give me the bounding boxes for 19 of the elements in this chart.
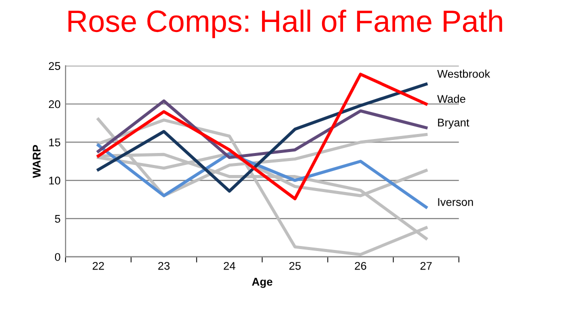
y-tick-label: 10: [49, 176, 60, 185]
x-tick-label: 25: [289, 262, 301, 270]
y-tick-label: 20: [48, 100, 60, 108]
x-tick-label: 24: [224, 262, 236, 270]
y-tick-label: 0: [54, 253, 60, 261]
x-tick-label: 23: [158, 262, 170, 270]
x-tick-label: 27: [420, 262, 432, 270]
chart-title: Rose Comps: Hall of Fame Path: [68, 10, 502, 38]
series-label: Wade: [437, 94, 466, 103]
y-tick-label: 25: [48, 62, 60, 70]
x-tick-label: 26: [354, 262, 366, 270]
y-tick-label: 5: [54, 214, 60, 223]
y-axis-title: WARP: [32, 145, 40, 178]
x-tick-label: 22: [92, 262, 104, 270]
series-label: Bryant: [438, 118, 470, 129]
y-tick-label: 15: [49, 138, 60, 146]
series-label: Iverson: [438, 198, 473, 206]
x-axis-title: Age: [252, 278, 272, 288]
series-label: Westbrook: [437, 70, 490, 78]
